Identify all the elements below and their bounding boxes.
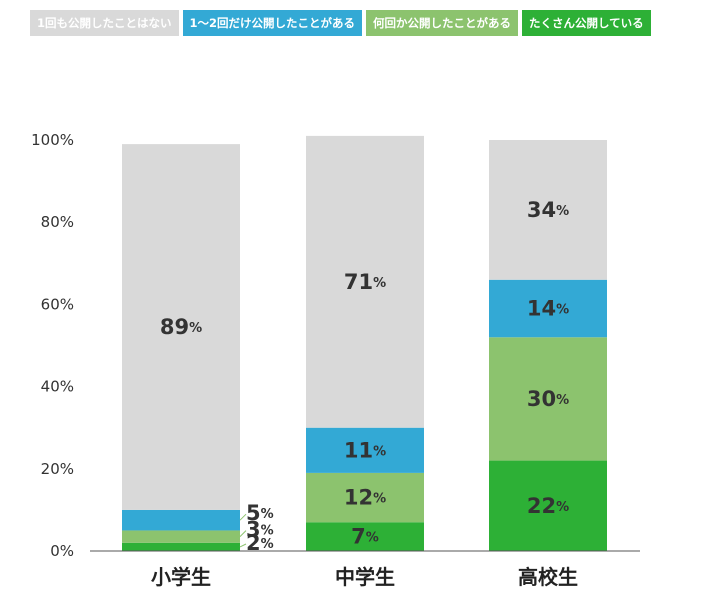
legend-item-0: 1回も公開したことはない: [30, 10, 179, 36]
y-tick-label-3: 60%: [41, 295, 74, 313]
y-tick-label-5: 100%: [31, 131, 74, 149]
bar-segment-0-0: [122, 542, 240, 551]
bar-segment-1-2: [306, 427, 424, 473]
bar-segment-2-2: [489, 279, 607, 338]
legend-item-3: たくさん公開している: [522, 10, 651, 36]
bar-segment-0-1: [122, 530, 240, 543]
category-label-0: 小学生: [151, 565, 211, 589]
data-label-1-1: 12%: [344, 486, 386, 510]
y-tick-label-2: 40%: [41, 378, 74, 396]
bar-segment-2-1: [489, 337, 607, 461]
leader-line-0-2: [239, 513, 247, 521]
data-label-0-2: 5%: [246, 501, 274, 525]
y-tick-label-4: 80%: [41, 213, 74, 231]
data-label-1-0: 7%: [351, 525, 379, 549]
bar-segment-0-2: [122, 509, 240, 531]
y-tick-label-0: 0%: [50, 542, 74, 560]
y-tick-label-1: 20%: [41, 460, 74, 478]
leader-line-0-1: [239, 530, 247, 537]
data-label-0-0: 2%: [246, 531, 274, 555]
bar-segment-2-0: [489, 460, 607, 551]
bar-segment-1-3: [306, 135, 424, 428]
bar-segment-1-1: [306, 472, 424, 523]
legend-item-1: 1～2回だけ公開したことがある: [182, 10, 363, 36]
data-label-2-2: 14%: [527, 297, 569, 321]
bar-segment-2-3: [489, 140, 607, 280]
category-label-1: 中学生: [335, 565, 395, 589]
bar-segment-0-3: [122, 144, 240, 510]
bar-segment-1-0: [306, 522, 424, 551]
legend-item-2: 何回か公開したことがある: [366, 10, 519, 36]
legend: 1回も公開したことはない 1～2回だけ公開したことがある 何回か公開したことがあるた…: [30, 10, 651, 36]
category-label-2: 高校生: [518, 565, 578, 589]
leader-line-0-0: [239, 543, 247, 548]
